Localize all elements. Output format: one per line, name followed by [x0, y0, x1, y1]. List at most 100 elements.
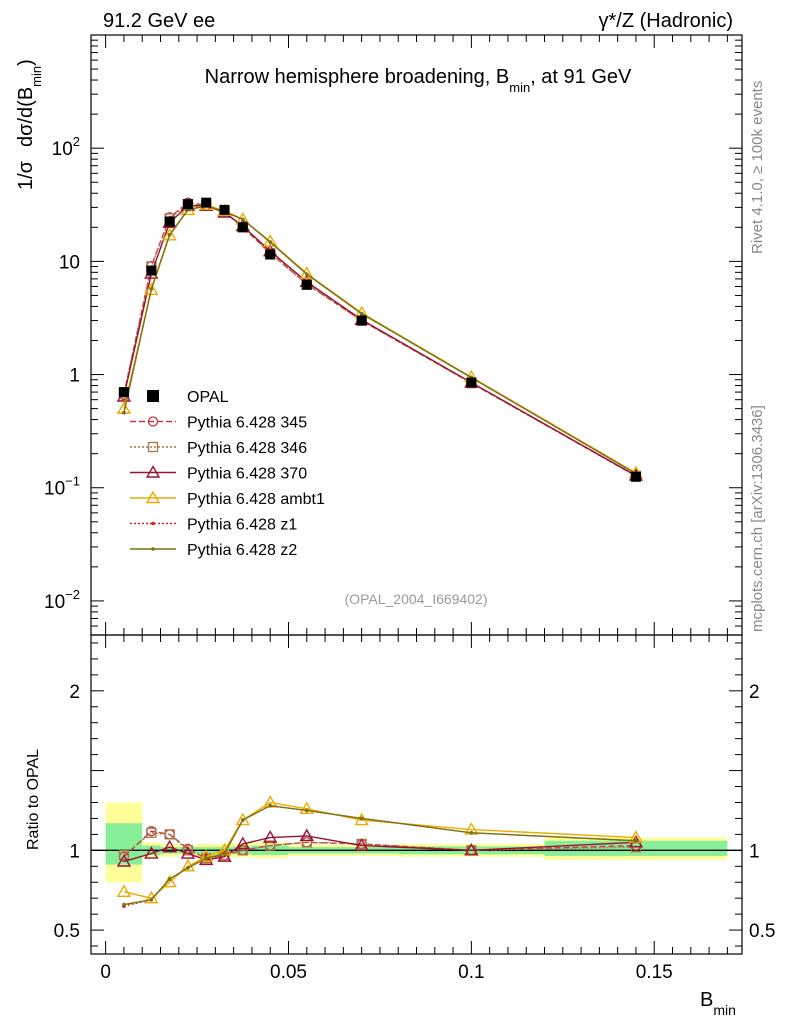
legend-marker-1 — [147, 441, 159, 453]
legend-label-0: Pythia 6.428 345 — [187, 415, 307, 432]
ratio-series-line-1 — [123, 832, 636, 860]
data-point-3 — [182, 199, 193, 210]
data-point-9 — [356, 315, 367, 326]
ratio-y-tick-label-right-1: 1 — [749, 841, 760, 862]
data-point-8 — [301, 279, 312, 290]
ratio-y-axis-label: Ratio to OPAL — [25, 749, 42, 850]
main-marks — [116, 197, 644, 482]
ratio-x-tick-label-3: 0.15 — [636, 962, 673, 983]
ratio-x-ticks: 0 0.05 0.1 0.15 — [100, 635, 728, 983]
main-series-3-point-2 — [162, 227, 177, 241]
data-point-1 — [146, 265, 157, 276]
data-point-10 — [466, 377, 477, 388]
main-y-tick-label-4: 102 — [52, 134, 80, 160]
data-point-4 — [201, 197, 212, 208]
ratio-series-2-point-0 — [116, 854, 132, 867]
ratio-series-3-point-0 — [116, 884, 132, 897]
ratio-y-tick-label-2: 2 — [69, 682, 80, 703]
ratio-series-5-point-3 — [186, 866, 190, 870]
main-series-5-point-1 — [149, 287, 154, 291]
ratio-series-5-point-9 — [359, 816, 364, 821]
ratio-series-1-point-7 — [265, 840, 276, 851]
main-series-5-point-6 — [240, 217, 245, 222]
ratio-x-axis-label: Bmin — [700, 989, 736, 1018]
ratio-panel: 0.5 0.5 1 1 2 2 0 0.05 0.1 0.15 Ratio to OPAL Bm… — [25, 634, 775, 1018]
ratio-y-ticks: 0.5 0.5 1 1 2 2 — [54, 642, 775, 947]
header-left: 91.2 GeV ee — [103, 10, 215, 32]
main-x-ticks — [105, 35, 728, 635]
ratio-series-2-point-8 — [299, 828, 314, 842]
data-point-2 — [164, 216, 175, 227]
ratio-x-tick-label-0: 0 — [100, 962, 111, 983]
legend-label-5: Pythia 6.428 z2 — [187, 542, 297, 559]
main-series-line-1 — [123, 203, 637, 477]
legend-marker-2 — [145, 465, 161, 478]
ratio-series-5-point-0 — [122, 902, 126, 907]
ratio-series-1-point-1 — [146, 827, 157, 838]
data-point-5 — [219, 204, 230, 215]
main-y-tick-label-3: 10 — [59, 252, 80, 273]
header-right: γ*/Z (Hadronic) — [599, 10, 733, 32]
legend-label-3: Pythia 6.428 ambt1 — [187, 491, 325, 508]
ratio-series-5-point-1 — [149, 897, 154, 902]
data-point-7 — [265, 249, 276, 260]
main-y-tick-label-2: 1 — [69, 366, 80, 387]
source-label: mcplots.cern.ch [arXiv:1306.3436] — [749, 405, 766, 632]
ratio-series-line-3 — [123, 801, 636, 899]
main-series-5-point-7 — [268, 240, 273, 244]
ratio-series-5-point-7 — [268, 803, 273, 808]
legend: OPAL Pythia 6.428 345 Pythia 6.428 346 Pyth… — [130, 389, 325, 559]
ratio-series-2-point-10 — [464, 842, 479, 856]
tick-exp: −1 — [65, 474, 80, 489]
ratio-series-2-point-1 — [144, 846, 159, 859]
ratio-series-5-point-2 — [167, 877, 172, 881]
ratio-series-5-point-8 — [304, 808, 309, 813]
ratio-y-tick-label-right-0: 0.5 — [749, 921, 775, 942]
tick-exp: 2 — [73, 134, 80, 149]
ratio-series-2-point-6 — [235, 836, 250, 850]
rivet-label: Rivet 4.1.0, ≥ 100k events — [749, 81, 766, 254]
main-series-3-point-7 — [263, 234, 278, 247]
tick-exp: −2 — [65, 587, 80, 602]
ratio-series-5-point-5 — [222, 851, 227, 856]
legend-marker-3 — [145, 490, 161, 504]
ratio-series-5-point-4 — [204, 856, 209, 861]
ratio-series-1-point-3 — [182, 845, 194, 856]
data-point-11 — [630, 471, 641, 482]
tick-base: 10 — [44, 479, 65, 500]
ratio-series-line-2 — [123, 835, 636, 863]
legend-marker-5 — [151, 547, 155, 551]
ratio-y-tick-label-1: 1 — [69, 841, 80, 862]
main-y-axis-label: 1/σdσ/d(Bmin) — [15, 59, 44, 190]
main-series-line-5 — [123, 205, 637, 475]
ratio-y-tick-label-right-2: 2 — [749, 682, 760, 703]
main-y-tick-label-1: 10−1 — [44, 474, 80, 500]
ratio-series-2-point-9 — [354, 838, 369, 851]
ratio-series-3-point-4 — [198, 849, 214, 862]
ratio-series-1-point-8 — [301, 837, 312, 848]
tick-base: 10 — [52, 139, 73, 160]
main-series-3-point-8 — [299, 266, 314, 279]
legend-label-2: Pythia 6.428 370 — [187, 466, 307, 483]
ratio-series-5-point-11 — [634, 838, 638, 843]
main-series-5-point-9 — [359, 311, 364, 316]
legend-label-4: Pythia 6.428 z1 — [187, 517, 297, 534]
ratio-marks — [116, 795, 644, 908]
main-title: Narrow hemisphere broadening, Bmin, at 9… — [205, 66, 632, 95]
ratio-series-2-point-3 — [180, 846, 196, 859]
ratio-series-1-point-6 — [237, 845, 248, 856]
main-y-tick-label-0: 10−2 — [44, 587, 80, 613]
main-series-5-point-2 — [167, 232, 172, 237]
legend-label-1: Pythia 6.428 346 — [187, 440, 307, 457]
data-point-0 — [118, 387, 129, 398]
ratio-series-2-point-7 — [263, 830, 278, 843]
ratio-x-tick-label-2: 0.1 — [458, 962, 484, 983]
ratio-series-5-point-6 — [240, 818, 245, 822]
ratio-series-3-point-6 — [235, 812, 250, 826]
ratio-series-2-point-2 — [162, 839, 177, 853]
main-series-line-2 — [123, 205, 637, 477]
tick-base: 10 — [44, 592, 65, 613]
